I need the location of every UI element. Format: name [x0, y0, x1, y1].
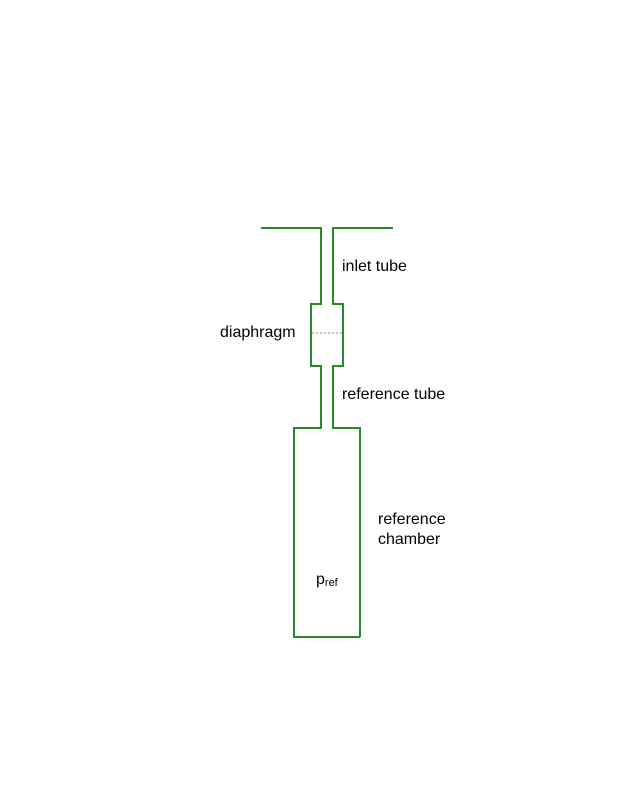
device-outline-right: [332, 227, 393, 637]
reference-pressure-label: pref: [316, 571, 339, 589]
pressure-subscript: ref: [325, 577, 339, 589]
reference-chamber-label-line1: reference: [378, 511, 446, 528]
reference-tube-label: reference tube: [342, 386, 445, 403]
inlet-tube-label: inlet tube: [342, 258, 407, 275]
reference-chamber-label-line2: chamber: [378, 531, 441, 548]
device-outline-left: [261, 227, 360, 638]
pressure-symbol: p: [316, 571, 325, 588]
diaphragm-label: diaphragm: [220, 324, 296, 341]
